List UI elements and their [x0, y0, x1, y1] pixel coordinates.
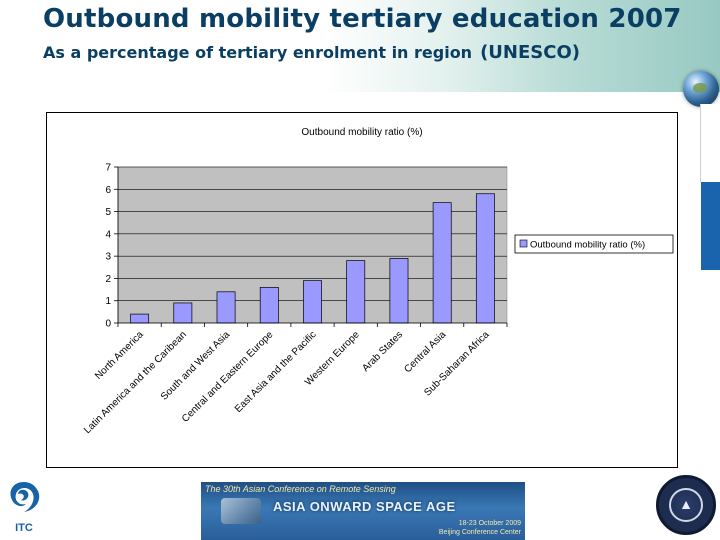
legend-label: Outbound mobility ratio (%) — [530, 240, 645, 251]
y-tick-label: 3 — [105, 252, 111, 263]
seal-emblem — [669, 488, 703, 522]
y-tick-label: 6 — [105, 185, 111, 196]
bar — [173, 302, 193, 324]
banner-main-text: ASIA ONWARD SPACE AGE — [273, 499, 456, 514]
conference-banner: The 30th Asian Conference on Remote Sens… — [201, 482, 525, 540]
bar — [389, 258, 409, 324]
legend: Outbound mobility ratio (%) — [514, 234, 674, 254]
subtitle-source: (UNESCO) — [480, 42, 580, 63]
x-tick-label: Arab States — [360, 329, 405, 374]
banner-top-text: The 30th Asian Conference on Remote Sens… — [205, 484, 396, 494]
chart-box: Outbound mobility ratio (%) 0 1 2 3 4 5 6 7 Nor… — [46, 112, 678, 468]
bar — [432, 202, 452, 324]
bar — [475, 193, 495, 324]
itc-logo-label: ITC — [15, 522, 33, 534]
legend-box — [514, 234, 674, 254]
side-strip-blue — [701, 182, 720, 270]
chart-title: Outbound mobility ratio (%) — [301, 127, 422, 138]
legend-swatch — [519, 239, 528, 248]
satellite-icon — [221, 498, 261, 524]
itc-logo-icon: ITC — [10, 482, 40, 534]
y-tick-label: 4 — [105, 229, 111, 240]
side-strip-white — [700, 104, 720, 182]
y-tick-label: 0 — [105, 319, 111, 330]
slide-subtitle: As a percentage of tertiary enrolment in… — [43, 42, 580, 63]
subtitle-text: As a percentage of tertiary enrolment in… — [43, 43, 473, 62]
slide-title: Outbound mobility tertiary education 200… — [43, 4, 682, 34]
y-axis: 0 1 2 3 4 5 6 7 — [105, 163, 119, 330]
banner-venue: Beijing Conference Center — [438, 529, 521, 536]
y-tick-label: 7 — [105, 163, 111, 174]
y-tick-label: 5 — [105, 207, 111, 218]
seal-icon — [656, 475, 716, 535]
bar-chart: Outbound mobility ratio (%) 0 1 2 3 4 5 6 7 Nor… — [82, 127, 674, 436]
bar — [259, 286, 279, 324]
y-tick-label: 2 — [105, 274, 111, 285]
globe-icon — [683, 71, 719, 107]
bar — [346, 260, 366, 324]
x-tick-label: Central and Eastern Europe — [180, 329, 276, 425]
header-band — [0, 0, 720, 92]
x-tick-label: Central Asia — [402, 329, 448, 375]
banner-date: 18-23 October 2009 — [458, 520, 521, 527]
bar — [303, 280, 322, 324]
x-tick-label: East Asia and the Pacific — [233, 329, 319, 415]
bar — [130, 313, 150, 324]
y-tick-label: 1 — [105, 296, 111, 307]
bars — [130, 193, 495, 324]
bar — [216, 291, 236, 324]
